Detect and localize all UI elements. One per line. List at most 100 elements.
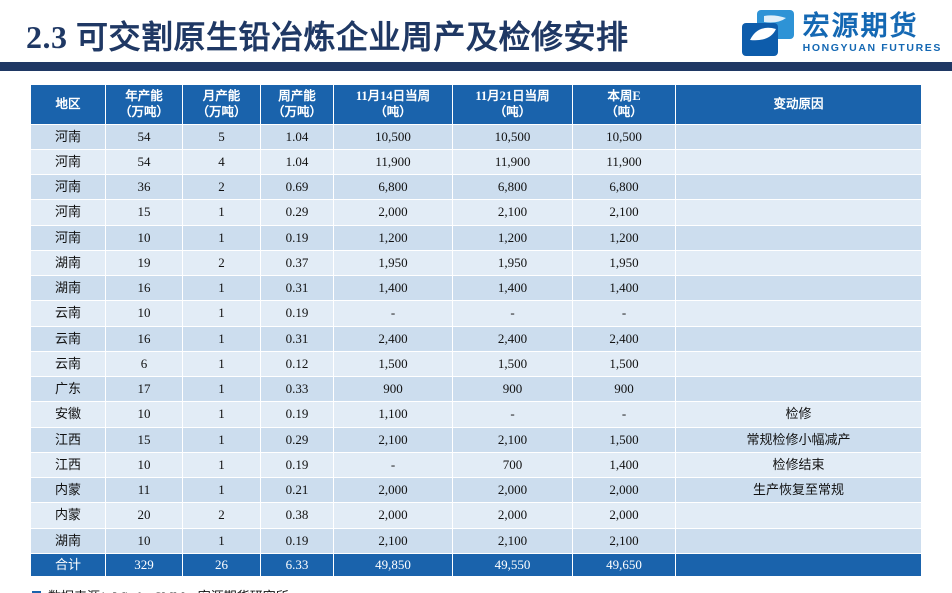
table-cell: 2,100 (333, 527, 453, 554)
total-cell: 合计 (30, 552, 106, 578)
table-cell: 15 (105, 426, 183, 453)
table-cell: 700 (452, 451, 573, 479)
column-header: 周产能 （万吨） (260, 84, 334, 125)
table-cell: 云南 (30, 350, 106, 378)
total-cell: 6.33 (260, 552, 334, 578)
table-row: 江西 15 1 0.29 2,100 2,100 1,500 常规检修小幅减产 (30, 426, 922, 453)
table-cell: 2 (182, 173, 261, 201)
table-cell: 6,800 (572, 173, 676, 201)
table-cell: 1,200 (333, 224, 453, 251)
table-cell: 11,900 (452, 148, 573, 176)
table-cell: 1,500 (572, 426, 676, 453)
table-row: 河南 36 2 0.69 6,800 6,800 6,800 (30, 173, 922, 201)
table-cell: 1 (182, 274, 261, 302)
column-header: 月产能 （万吨） (182, 84, 261, 125)
table-cell: 2,400 (572, 325, 676, 352)
table-cell: 0.29 (260, 426, 334, 453)
table-cell: 1 (182, 224, 261, 251)
page-title: 2.3 可交割原生铅冶炼企业周产及检修安排 (26, 19, 629, 55)
table-cell: 10 (105, 451, 183, 479)
table-row: 河南 10 1 0.19 1,200 1,200 1,200 (30, 224, 922, 251)
table-cell: 0.69 (260, 173, 334, 201)
table-cell: 湖南 (30, 249, 106, 277)
table-cell: 10,500 (333, 123, 453, 150)
table-row: 云南 10 1 0.19- - - (30, 300, 922, 327)
table-cell: 2,000 (452, 476, 573, 504)
table-row: 湖南 10 1 0.19 2,100 2,100 2,100 (30, 527, 922, 554)
table-cell: 0.31 (260, 274, 334, 302)
table-cell: 生产恢复至常规 (675, 476, 922, 504)
table-cell (675, 502, 922, 529)
table-row: 云南 16 1 0.31 2,400 2,400 2,400 (30, 325, 922, 352)
column-header: 本周E （吨） (572, 84, 676, 125)
table-body: 河南 54 5 1.04 10,500 10,500 10,500 河南 54 4 1.04 11,9… (30, 123, 922, 554)
company-logo: 宏源期货 HONGYUAN FUTURES (740, 4, 946, 58)
table-row: 内蒙 11 1 0.21 2,000 2,000 2,000 生产恢复至常规 (30, 476, 922, 504)
table-cell: 2 (182, 502, 261, 529)
table-cell: 1 (182, 325, 261, 352)
table-cell: 11 (105, 476, 183, 504)
table-cell: 900 (572, 375, 676, 403)
table-cell: 2,000 (333, 502, 453, 529)
column-header: 变动原因 (675, 84, 922, 125)
logo-text: 宏源期货 HONGYUAN FUTURES (803, 12, 942, 53)
table-cell (675, 325, 922, 352)
table-cell: 云南 (30, 300, 106, 327)
table-cell: 900 (452, 375, 573, 403)
table-cell (675, 527, 922, 554)
table-cell: 16 (105, 274, 183, 302)
table-cell: 2 (182, 249, 261, 277)
table-cell: 10 (105, 401, 183, 428)
table-cell: 内蒙 (30, 502, 106, 529)
table-cell: 0.19 (260, 224, 334, 251)
table-cell: 1 (182, 199, 261, 226)
table-cell (675, 274, 922, 302)
table-cell: 河南 (30, 173, 106, 201)
table-cell (675, 148, 922, 176)
table-cell: 2,100 (452, 199, 573, 226)
table-row: 湖南 19 2 0.37 1,950 1,950 1,950 (30, 249, 922, 277)
table-cell: 0.37 (260, 249, 334, 277)
table-cell: 1 (182, 426, 261, 453)
total-cell: 49,850 (333, 552, 453, 578)
table-cell: 1 (182, 300, 261, 327)
table-cell: 1,950 (452, 249, 573, 277)
table-cell: 2,100 (572, 199, 676, 226)
table-cell: 安徽 (30, 401, 106, 428)
table-cell: 常规检修小幅减产 (675, 426, 922, 453)
table-cell: - (572, 300, 676, 327)
table-cell: 2,000 (333, 199, 453, 226)
table-cell: 1 (182, 350, 261, 378)
production-table: 地区 年产能 （万吨） 月产能 （万吨） 周产能 （万吨） 11月14日当周 （吨） 11月21日… (30, 84, 922, 578)
table-cell: 2,100 (572, 527, 676, 554)
table-row: 江西 10 1 0.19-700 1,400 检修结束 (30, 451, 922, 479)
table-cell: 0.38 (260, 502, 334, 529)
table-cell: 河南 (30, 224, 106, 251)
total-cell (675, 552, 922, 578)
table-cell: 10 (105, 527, 183, 554)
table-cell: 1 (182, 476, 261, 504)
table-cell: 2,400 (333, 325, 453, 352)
table-cell: 1,400 (572, 451, 676, 479)
table-cell: - (452, 300, 573, 327)
column-header: 11月14日当周 （吨） (333, 84, 453, 125)
table-cell: 1,500 (452, 350, 573, 378)
table-cell: 11,900 (333, 148, 453, 176)
table-cell: 云南 (30, 325, 106, 352)
table-cell: 10,500 (452, 123, 573, 150)
table-cell: 湖南 (30, 274, 106, 302)
table-cell: 1,500 (333, 350, 453, 378)
table-cell: 11,900 (572, 148, 676, 176)
table-cell: 1 (182, 527, 261, 554)
table-cell: 900 (333, 375, 453, 403)
table-cell: 2,000 (572, 502, 676, 529)
data-source-note: 数据来源：Wind、SMM、宏源期货研究所 (0, 577, 952, 593)
table-cell: 4 (182, 148, 261, 176)
table-cell: 江西 (30, 451, 106, 479)
table-cell: 2,100 (452, 527, 573, 554)
table-cell: 1 (182, 375, 261, 403)
table-cell: 54 (105, 148, 183, 176)
table-cell: 1 (182, 451, 261, 479)
table-cell: 16 (105, 325, 183, 352)
